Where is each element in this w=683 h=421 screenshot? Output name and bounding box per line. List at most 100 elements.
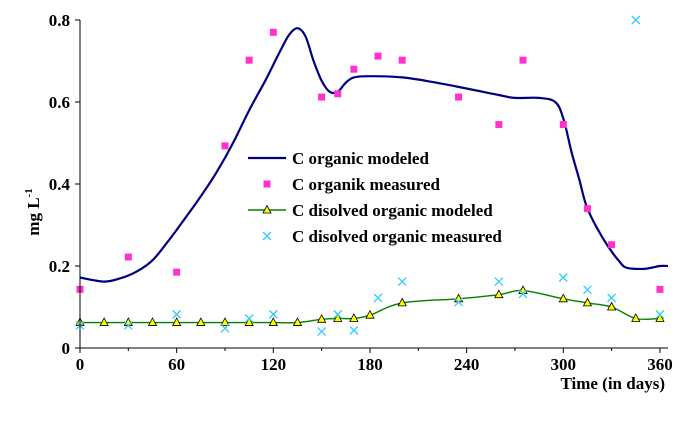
legend-swatch-marker [262, 231, 272, 241]
data-point [365, 309, 375, 319]
data-point [244, 314, 254, 323]
legend-swatch-marker [263, 180, 271, 188]
data-point [631, 15, 641, 25]
data-point [173, 268, 181, 276]
data-point [608, 241, 616, 249]
x-marker-stroke [582, 285, 592, 295]
data-point [494, 289, 504, 299]
legend-label: C organik measured [292, 175, 441, 194]
data-point [518, 289, 528, 299]
data-point [220, 317, 230, 326]
data-point [220, 323, 230, 333]
x-marker-stroke [494, 277, 504, 287]
legend-item: C disolved organic measured [262, 227, 502, 246]
x-tick-label: 0 [76, 355, 85, 374]
data-point [350, 65, 358, 73]
x-marker-stroke [317, 327, 327, 337]
x-marker-stroke [518, 289, 528, 299]
data-point [316, 313, 327, 323]
x-tick-label: 300 [551, 355, 577, 374]
x-marker-stroke [220, 323, 230, 333]
y-axis-title-sup: -1 [23, 188, 35, 197]
x-marker-stroke [262, 231, 272, 241]
data-point [454, 297, 464, 307]
data-point [196, 317, 206, 326]
series-0 [79, 27, 669, 283]
data-point [374, 52, 382, 60]
series-line [79, 27, 669, 283]
x-marker-stroke [607, 293, 617, 303]
data-point [244, 317, 254, 326]
x-marker-stroke [172, 309, 182, 319]
x-tick-label: 180 [357, 355, 383, 374]
x-marker-stroke [655, 309, 665, 319]
data-point [631, 313, 641, 322]
data-point [123, 320, 133, 330]
data-point [495, 121, 503, 129]
data-point [558, 293, 568, 303]
x-tick-label: 60 [168, 355, 185, 374]
x-axis-title: Time (in days) [560, 374, 665, 393]
y-tick-label: 0.8 [49, 11, 70, 30]
legend-label: C disolved organic measured [292, 227, 502, 246]
data-point [172, 309, 182, 319]
data-point [268, 317, 278, 326]
data-point [317, 327, 327, 337]
data-point [349, 313, 359, 322]
x-tick-label: 360 [647, 355, 673, 374]
data-point [268, 309, 278, 319]
y-tick-label: 0.6 [49, 93, 70, 112]
data-point [171, 317, 182, 326]
data-point [99, 317, 109, 326]
data-point [221, 142, 229, 150]
legend-label: C organic modeled [292, 149, 429, 168]
x-marker-stroke [244, 314, 254, 323]
x-marker-stroke [373, 293, 383, 303]
data-point [656, 285, 664, 293]
data-point [333, 313, 343, 322]
x-tick-label: 120 [261, 355, 287, 374]
data-point [245, 56, 253, 64]
data-point [519, 56, 527, 64]
legend-swatch-marker [262, 204, 272, 214]
data-point [349, 325, 359, 335]
y-tick-label: 0.4 [49, 175, 71, 194]
series-3 [75, 15, 665, 337]
data-point [606, 301, 617, 311]
x-marker-stroke [349, 325, 359, 335]
data-point [397, 297, 407, 307]
legend-item: C organik measured [263, 175, 441, 194]
x-marker-stroke [397, 277, 407, 287]
x-marker-stroke [333, 309, 343, 319]
data-point [583, 205, 591, 213]
data-point [334, 90, 342, 98]
x-marker-stroke [454, 297, 464, 307]
data-point [292, 317, 303, 326]
data-point [147, 317, 158, 326]
y-axis-title-base: mg L [24, 197, 43, 235]
data-point [455, 93, 463, 101]
data-point [318, 93, 326, 101]
data-point [333, 309, 343, 319]
y-axis-title: mg L-1 [23, 188, 43, 235]
y-tick-label: 0 [62, 339, 71, 358]
x-tick-label: 240 [454, 355, 480, 374]
data-point [582, 297, 593, 307]
x-marker-stroke [268, 309, 278, 319]
data-point [269, 28, 277, 36]
y-axis: 0 0.2 0.4 0.6 0.8 [49, 11, 81, 358]
legend: C organic modeled C organik measured C dis… [248, 149, 502, 246]
data-point [582, 285, 592, 295]
y-tick-label: 0.2 [49, 257, 70, 276]
legend-item: C disolved organic modeled [248, 201, 493, 220]
data-point [398, 56, 406, 64]
data-point [559, 121, 567, 129]
data-point [397, 277, 407, 287]
x-marker-stroke [631, 15, 641, 25]
data-point [124, 253, 132, 261]
x-axis: 0 60 120 180 240 300 360 [76, 347, 673, 374]
data-point [655, 309, 665, 319]
data-point [558, 273, 568, 282]
data-point [494, 277, 504, 287]
